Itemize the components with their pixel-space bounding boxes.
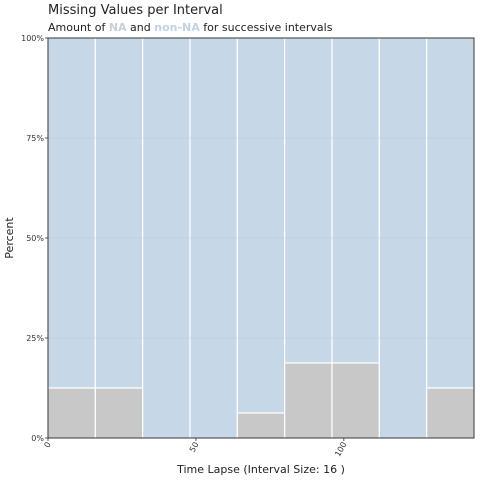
subtitle-prefix: Amount of: [48, 21, 109, 34]
subtitle-suffix: for successive intervals: [200, 21, 333, 34]
y-axis-label: Percent: [3, 217, 16, 259]
x-tick-label-100: 100: [333, 441, 348, 459]
subtitle-non-na: non-NA: [154, 21, 200, 34]
bar-non-na-0: [48, 38, 95, 388]
bar-non-na-4: [237, 38, 284, 413]
bar-na-1: [95, 388, 142, 438]
y-tick-label-50: 50%: [26, 234, 44, 243]
x-axis-label: Time Lapse (Interval Size: 16 ): [176, 463, 345, 476]
bar-na-5: [285, 363, 332, 438]
subtitle-middle: and: [127, 21, 155, 34]
y-tick-label-0: 0%: [31, 434, 44, 443]
bar-na-6: [332, 363, 379, 438]
bar-non-na-1: [95, 38, 142, 388]
y-tick-label-25: 25%: [26, 334, 44, 343]
chart-title: Missing Values per Interval: [48, 3, 223, 18]
bar-non-na-8: [427, 38, 474, 388]
subtitle-na: NA: [109, 21, 127, 34]
bar-non-na-6: [332, 38, 379, 363]
x-tick-label-50: 50: [188, 441, 201, 454]
x-axis-ticks: 0 50 100: [42, 438, 348, 458]
bar-non-na-5: [285, 38, 332, 363]
x-tick-label-0: 0: [42, 441, 52, 450]
bar-na-8: [427, 388, 474, 438]
bar-na-4: [237, 413, 284, 438]
bar-na-0: [48, 388, 95, 438]
y-axis-ticks: 0% 25% 50% 75% 100%: [21, 34, 48, 443]
y-tick-label-75: 75%: [26, 134, 44, 143]
chart-subtitle: Amount of NA and non-NA for successive i…: [48, 21, 333, 34]
y-tick-label-100: 100%: [21, 34, 44, 43]
